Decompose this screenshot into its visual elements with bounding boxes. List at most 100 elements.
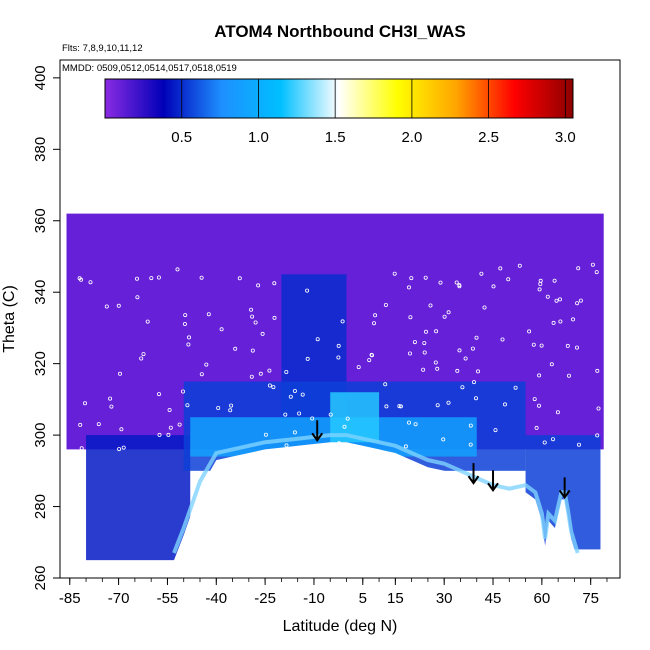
sample-marker	[109, 404, 114, 409]
sample-marker	[249, 374, 254, 379]
sample-marker	[219, 327, 224, 332]
sample-marker	[337, 441, 342, 446]
sample-marker	[406, 285, 411, 290]
sample-marker	[328, 412, 333, 417]
sample-marker	[267, 368, 272, 373]
colorbar-tick-label: 2.0	[401, 129, 422, 146]
sample-marker	[383, 382, 388, 387]
sample-marker	[284, 369, 289, 374]
sample-marker	[206, 312, 211, 317]
sample-marker	[250, 314, 255, 319]
sample-marker	[139, 356, 144, 361]
sample-marker	[371, 321, 376, 326]
sample-marker	[135, 295, 140, 300]
field-region	[86, 435, 191, 561]
y-tick-label: 280	[32, 494, 49, 519]
sample-marker	[421, 367, 426, 372]
sample-marker	[258, 371, 263, 376]
sample-marker	[471, 380, 476, 385]
sample-marker	[283, 412, 288, 417]
sample-marker	[428, 303, 433, 308]
sample-marker	[537, 287, 542, 292]
sample-marker	[422, 341, 427, 346]
arrow-head	[558, 489, 571, 500]
sample-marker	[407, 351, 412, 356]
sample-marker	[539, 343, 544, 348]
sample-marker	[441, 437, 446, 442]
sample-marker	[185, 403, 190, 408]
sample-marker	[542, 440, 547, 445]
sample-marker	[250, 348, 255, 353]
colorbar-tick-label: 0.5	[171, 129, 192, 146]
sample-marker	[413, 422, 418, 427]
sample-marker	[367, 358, 372, 363]
sample-marker	[474, 335, 479, 340]
sample-marker	[300, 392, 305, 397]
sample-marker	[340, 319, 345, 324]
sample-marker	[565, 343, 570, 348]
sample-marker	[167, 407, 172, 412]
sample-marker	[434, 329, 439, 334]
sample-marker	[468, 442, 473, 447]
sample-marker	[576, 266, 581, 271]
sample-marker	[157, 432, 162, 437]
sample-marker	[457, 283, 462, 288]
surface-mask	[173, 442, 578, 578]
y-tick-label: 380	[32, 137, 49, 162]
sample-marker	[336, 355, 341, 360]
x-tick-label: 75	[582, 590, 599, 607]
arrow-head	[467, 475, 480, 485]
sample-marker	[532, 397, 537, 402]
sample-marker	[168, 425, 173, 430]
x-tick-label: -70	[108, 590, 130, 607]
y-tick-label: 360	[32, 208, 49, 233]
sample-marker	[175, 267, 180, 272]
sample-marker	[229, 403, 234, 408]
sample-marker	[567, 373, 572, 378]
sample-marker	[463, 356, 468, 361]
sample-marker	[527, 329, 532, 334]
sample-marker	[108, 396, 113, 401]
sample-marker	[204, 362, 209, 367]
sample-marker	[356, 365, 361, 370]
colorbar: 0.5 1.0 1.5 2.0 2.5 3.0	[104, 78, 576, 146]
sample-marker	[96, 422, 101, 427]
sample-marker	[475, 369, 480, 374]
sample-marker	[578, 298, 583, 303]
x-tick-label: 30	[436, 590, 453, 607]
sample-marker	[315, 337, 320, 342]
sample-marker	[398, 404, 403, 409]
sample-marker	[422, 350, 427, 355]
sample-marker	[551, 320, 556, 325]
sample-marker	[596, 406, 601, 411]
sample-marker	[186, 342, 191, 347]
sample-marker	[442, 314, 447, 319]
x-tick-label: -55	[157, 590, 179, 607]
sample-marker	[551, 437, 556, 442]
sample-marker	[482, 305, 487, 310]
y-axis-label: Theta (C)	[1, 285, 18, 353]
sample-marker	[433, 360, 438, 365]
surface-edge	[172, 433, 580, 554]
sample-marker	[310, 416, 315, 421]
colorbar-tick-label: 1.5	[325, 129, 346, 146]
sample-marker	[558, 297, 563, 302]
sample-marker	[595, 368, 600, 373]
sample-marker	[571, 317, 576, 322]
sample-marker	[438, 280, 443, 285]
sample-marker	[577, 442, 582, 447]
sample-marker	[558, 319, 563, 324]
arrow-head	[487, 482, 499, 492]
sample-marker	[272, 281, 277, 286]
y-tick-label: 260	[32, 565, 49, 590]
sample-marker	[292, 388, 297, 393]
sample-marker	[292, 430, 297, 435]
sample-marker	[373, 313, 378, 318]
sample-marker	[595, 433, 600, 438]
sample-marker	[199, 275, 204, 280]
colorbar-tick-label: 1.0	[248, 129, 269, 146]
sample-marker	[117, 447, 122, 452]
y-tick-label: 340	[32, 280, 49, 305]
sample-marker	[216, 405, 221, 410]
